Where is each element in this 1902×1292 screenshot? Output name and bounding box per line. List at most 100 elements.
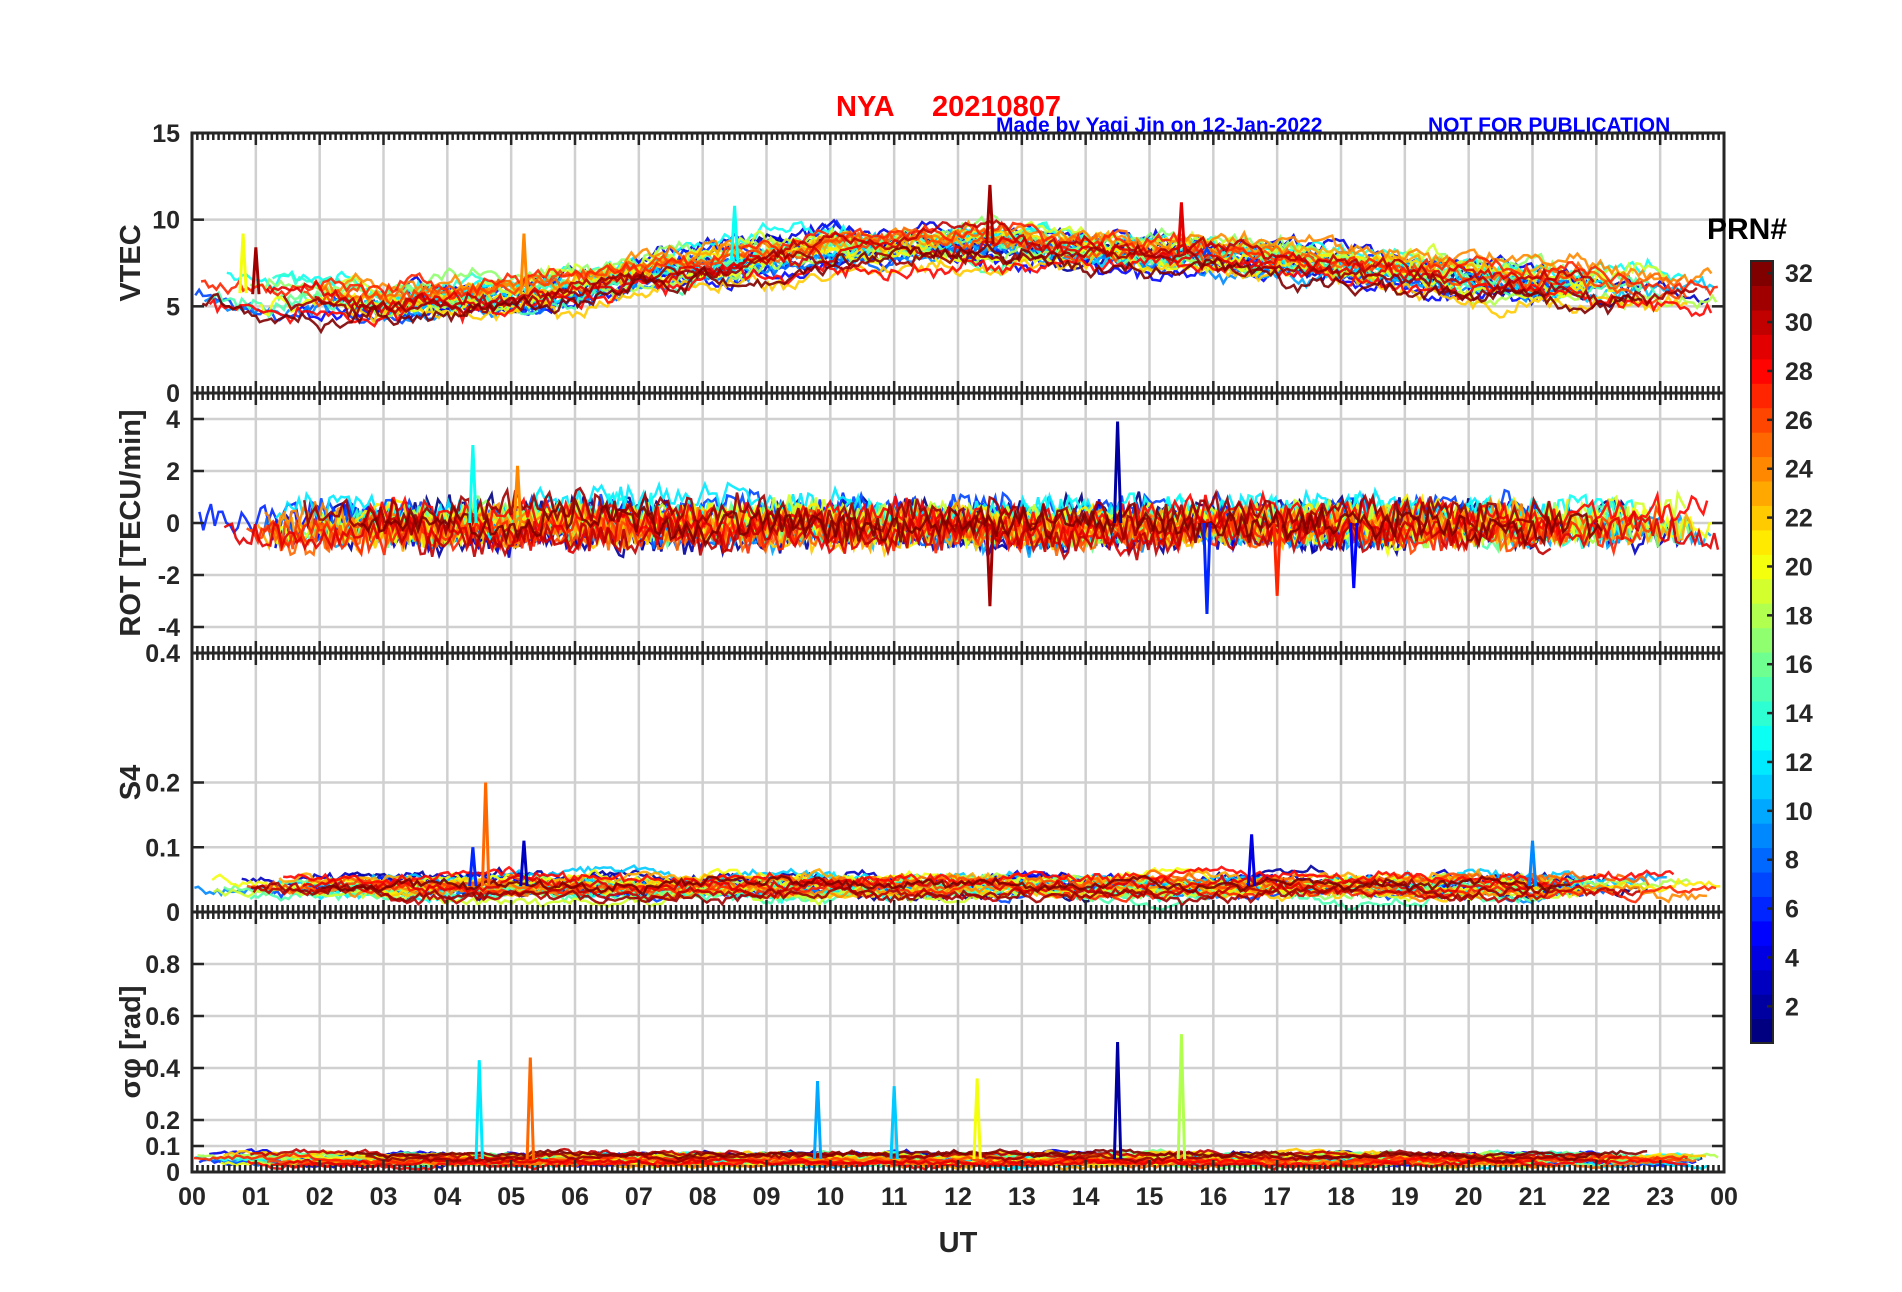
x-tick-label: 09 <box>753 1183 781 1211</box>
notice-text: NOT FOR PUBLICATION <box>1428 114 1670 137</box>
spike-mark <box>972 1078 982 1160</box>
colorbar-tick-label: 30 <box>1785 309 1813 337</box>
spike-mark <box>525 1057 536 1160</box>
colorbar-segment <box>1751 847 1773 873</box>
colorbar-tick-label: 12 <box>1785 749 1813 777</box>
x-tick-label: 04 <box>433 1183 461 1211</box>
y-tick-label: 0.1 <box>145 1133 180 1161</box>
x-tick-label: 20 <box>1455 1183 1483 1211</box>
y-tick-label: -2 <box>158 562 180 590</box>
spike-mark <box>1202 246 1212 256</box>
spike-mark <box>1246 834 1257 887</box>
x-tick-label: 18 <box>1327 1183 1355 1211</box>
x-axis-title: UT <box>939 1227 978 1259</box>
prn-trace <box>303 230 1688 308</box>
y-tick-label: 10 <box>152 207 180 235</box>
y-tick-label: 0.4 <box>145 640 180 668</box>
spike-mark <box>985 184 995 245</box>
credit-text: Made by Yaqi Jin on 12-Jan-2022 <box>996 114 1322 137</box>
y-tick-label: 15 <box>152 120 180 148</box>
colorbar-segment <box>1751 334 1773 360</box>
x-tick-label: 08 <box>689 1183 717 1211</box>
colorbar-segment <box>1751 554 1773 580</box>
spike-mark <box>1112 1041 1123 1160</box>
colorbar-tick-label: 22 <box>1785 505 1813 533</box>
x-tick-label: 05 <box>497 1183 525 1211</box>
spike-mark <box>519 840 529 887</box>
colorbar-tick-label: 24 <box>1785 456 1813 484</box>
x-tick-label: 07 <box>625 1183 653 1211</box>
prn-trace <box>314 218 1595 315</box>
x-tick-label: 11 <box>881 1183 908 1211</box>
prn-trace <box>282 242 1698 320</box>
spike-mark <box>474 1060 484 1160</box>
prn-trace <box>200 220 1718 301</box>
y-tick-label: -4 <box>158 614 180 642</box>
colorbar-segment <box>1751 896 1773 922</box>
spike-mark <box>251 247 261 295</box>
prn-trace <box>250 213 1565 299</box>
vtec-traces <box>194 184 1718 335</box>
y-tick-label: 0 <box>166 510 180 538</box>
colorbar-segment <box>1751 603 1773 629</box>
colorbar-tick-label: 16 <box>1785 651 1813 679</box>
colorbar-tick-label: 6 <box>1785 896 1799 924</box>
y-tick-label: 0 <box>166 899 180 927</box>
colorbar-segment <box>1751 871 1773 897</box>
colorbar-segment <box>1751 798 1773 824</box>
colorbar-segment <box>1751 261 1773 287</box>
colorbar-segment <box>1751 994 1773 1020</box>
y-tick-label: 0 <box>166 1159 180 1187</box>
colorbar-segment <box>1751 725 1773 751</box>
colorbar-tick-label: 8 <box>1785 847 1799 875</box>
colorbar-segment <box>1751 823 1773 849</box>
x-tick-label: 15 <box>1136 1183 1164 1211</box>
x-tick-label: 12 <box>944 1183 972 1211</box>
x-tick-label: 00 <box>178 1183 206 1211</box>
colorbar-segment <box>1751 383 1773 409</box>
s4-ylabel: S4 <box>115 765 147 800</box>
date-title: 20210807 <box>932 91 1061 123</box>
spike-mark <box>985 522 995 607</box>
prn-trace <box>321 874 1571 897</box>
colorbar-tick-label: 28 <box>1785 358 1813 386</box>
s4-panel: 0 0.1 0.2 0.4 S4 <box>115 640 1726 927</box>
colorbar-segment <box>1751 700 1773 726</box>
sigma_phi-ylabel: σφ [rad] <box>115 985 147 1098</box>
x-tick-label: 19 <box>1391 1183 1419 1211</box>
colorbar-segment <box>1751 676 1773 702</box>
colorbar-label: PRN# <box>1707 213 1787 246</box>
x-tick-label: 17 <box>1263 1183 1291 1211</box>
colorbar-segment <box>1751 407 1773 433</box>
spike-mark <box>1349 522 1359 589</box>
prn-trace <box>360 495 1603 550</box>
prn-trace <box>302 873 1548 897</box>
sigma-phi-panel: 00.10.2 0.4 0.6 0.8 σφ [rad] <box>115 910 1726 1187</box>
y-tick-label: 0.1 <box>145 834 180 862</box>
colorbar-segment <box>1751 1018 1773 1044</box>
colorbar-frame <box>1750 260 1774 1044</box>
prn-trace <box>344 1148 1648 1162</box>
rot-traces <box>198 421 1720 615</box>
colorbar-tick-label: 4 <box>1785 944 1799 972</box>
colorbar-segment <box>1751 432 1773 458</box>
spike-mark <box>480 782 491 887</box>
colorbar-segment <box>1751 749 1773 775</box>
station-title: NYA <box>836 91 895 123</box>
colorbar-segment <box>1751 505 1773 531</box>
colorbar-segment <box>1751 309 1773 335</box>
spike-mark <box>812 1080 823 1160</box>
colorbar-tick-label: 18 <box>1785 602 1813 630</box>
spike-mark <box>1176 1034 1187 1160</box>
colorbar-tick-label: 2 <box>1785 993 1799 1021</box>
colorbar-segment <box>1751 945 1773 971</box>
colorbar-segment <box>1751 358 1773 384</box>
spike-mark <box>729 205 740 261</box>
x-tick-label: 02 <box>306 1183 334 1211</box>
rot-panel: -4 -2 0 2 4 ROT [TECU/min] <box>115 391 1726 655</box>
colorbar-segment <box>1751 774 1773 800</box>
colorbar-segment <box>1751 920 1773 946</box>
vtec-ylabel: VTEC <box>115 224 147 301</box>
s4-traces <box>194 782 1721 912</box>
prn-trace <box>201 241 1643 335</box>
